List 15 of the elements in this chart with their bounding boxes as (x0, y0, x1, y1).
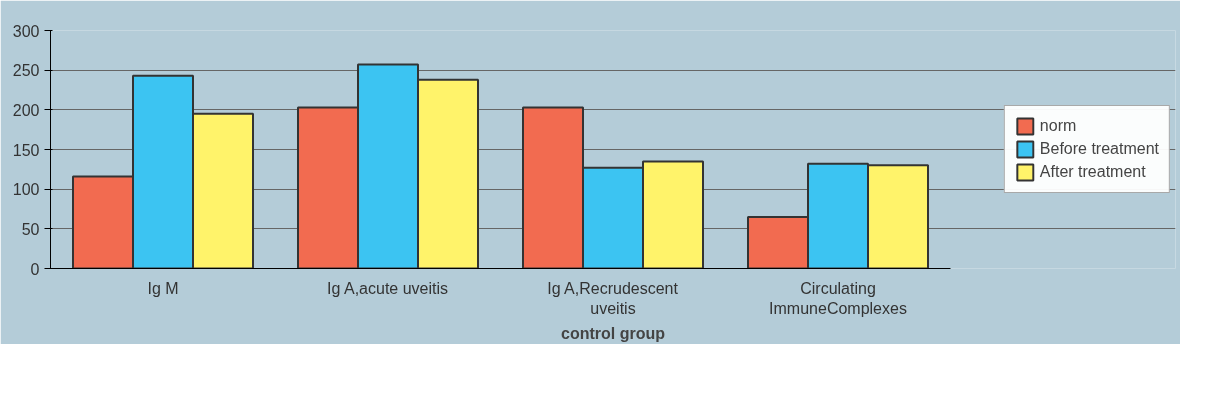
x-tick-label: Ig A,acute uveitis (327, 279, 449, 297)
y-tick-label: 300 (12, 22, 40, 40)
legend-label: After treatment (1039, 163, 1146, 181)
x-tick-label: Circulating ImmuneComplexes (769, 279, 907, 317)
legend-label: norm (1039, 117, 1077, 135)
x-axis-title: control group (561, 324, 666, 342)
y-tick-label: 250 (12, 62, 40, 80)
x-tick-label: Ig A,Recrudescent uveitis (547, 279, 679, 317)
y-tick-label: 150 (12, 141, 40, 159)
y-tick-label: 200 (12, 101, 40, 119)
legend-label: Before treatment (1039, 140, 1159, 158)
y-tick-label: 100 (12, 181, 40, 199)
y-tick-label: 50 (21, 220, 40, 238)
x-tick-label: Ig M (147, 279, 179, 297)
y-tick-label: 0 (30, 260, 40, 278)
